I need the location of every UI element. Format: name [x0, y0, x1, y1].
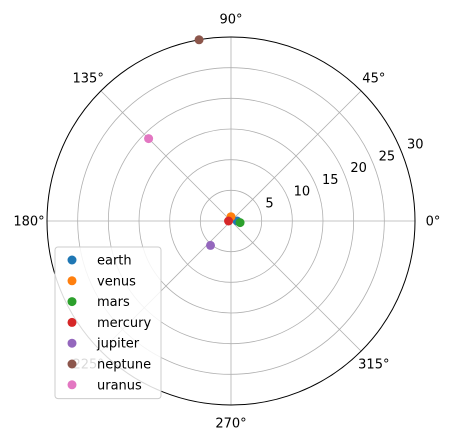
angular-gridline-7 [230, 220, 362, 352]
angle-tick-label-1: 45° [362, 72, 385, 87]
legend: earth venus mars mercury jupiter neptune uranu… [54, 246, 162, 400]
radial-tick-label-3: 20 [350, 161, 367, 176]
radial-tick-label-0: 5 [265, 196, 273, 211]
point-uranus [144, 134, 154, 144]
point-jupiter [205, 240, 215, 250]
legend-label-venus: venus [97, 274, 136, 289]
angle-tick-label-2: 90° [219, 13, 242, 28]
legend-marker-mars [67, 297, 77, 307]
legend-marker-uranus [67, 380, 77, 390]
data-points [144, 35, 245, 250]
legend-marker-neptune [67, 359, 77, 369]
angular-gridline-1 [230, 90, 362, 222]
angle-tick-label-3: 135° [73, 72, 104, 87]
angle-tick-label-7: 315° [358, 357, 389, 372]
legend-label-jupiter: jupiter [96, 337, 140, 352]
radial-tick-labels: 5 10 15 20 25 30 [265, 138, 423, 212]
radial-tick-label-1: 10 [294, 185, 311, 200]
legend-label-mars: mars [97, 295, 130, 310]
legend-marker-earth [67, 255, 77, 265]
radial-tick-label-5: 30 [407, 138, 424, 153]
legend-marker-mercury [67, 317, 77, 327]
angle-tick-label-0: 0° [426, 215, 441, 230]
radial-tick-label-4: 25 [379, 149, 396, 164]
angular-gridline-3 [100, 90, 232, 222]
point-mars [235, 218, 245, 228]
legend-label-uranus: uranus [97, 378, 142, 393]
legend-label-mercury: mercury [97, 316, 151, 331]
legend-label-neptune: neptune [97, 358, 151, 373]
point-mercury [224, 216, 234, 226]
point-neptune [194, 35, 204, 45]
legend-label-earth: earth [97, 254, 132, 269]
radial-tick-label-2: 15 [322, 173, 339, 188]
angle-tick-label-4: 180° [13, 215, 44, 230]
polar-frame [46, 36, 416, 406]
legend-marker-jupiter [67, 338, 77, 348]
legend-marker-venus [67, 276, 77, 286]
angle-tick-label-6: 270° [215, 417, 246, 432]
legend-box [54, 246, 162, 400]
